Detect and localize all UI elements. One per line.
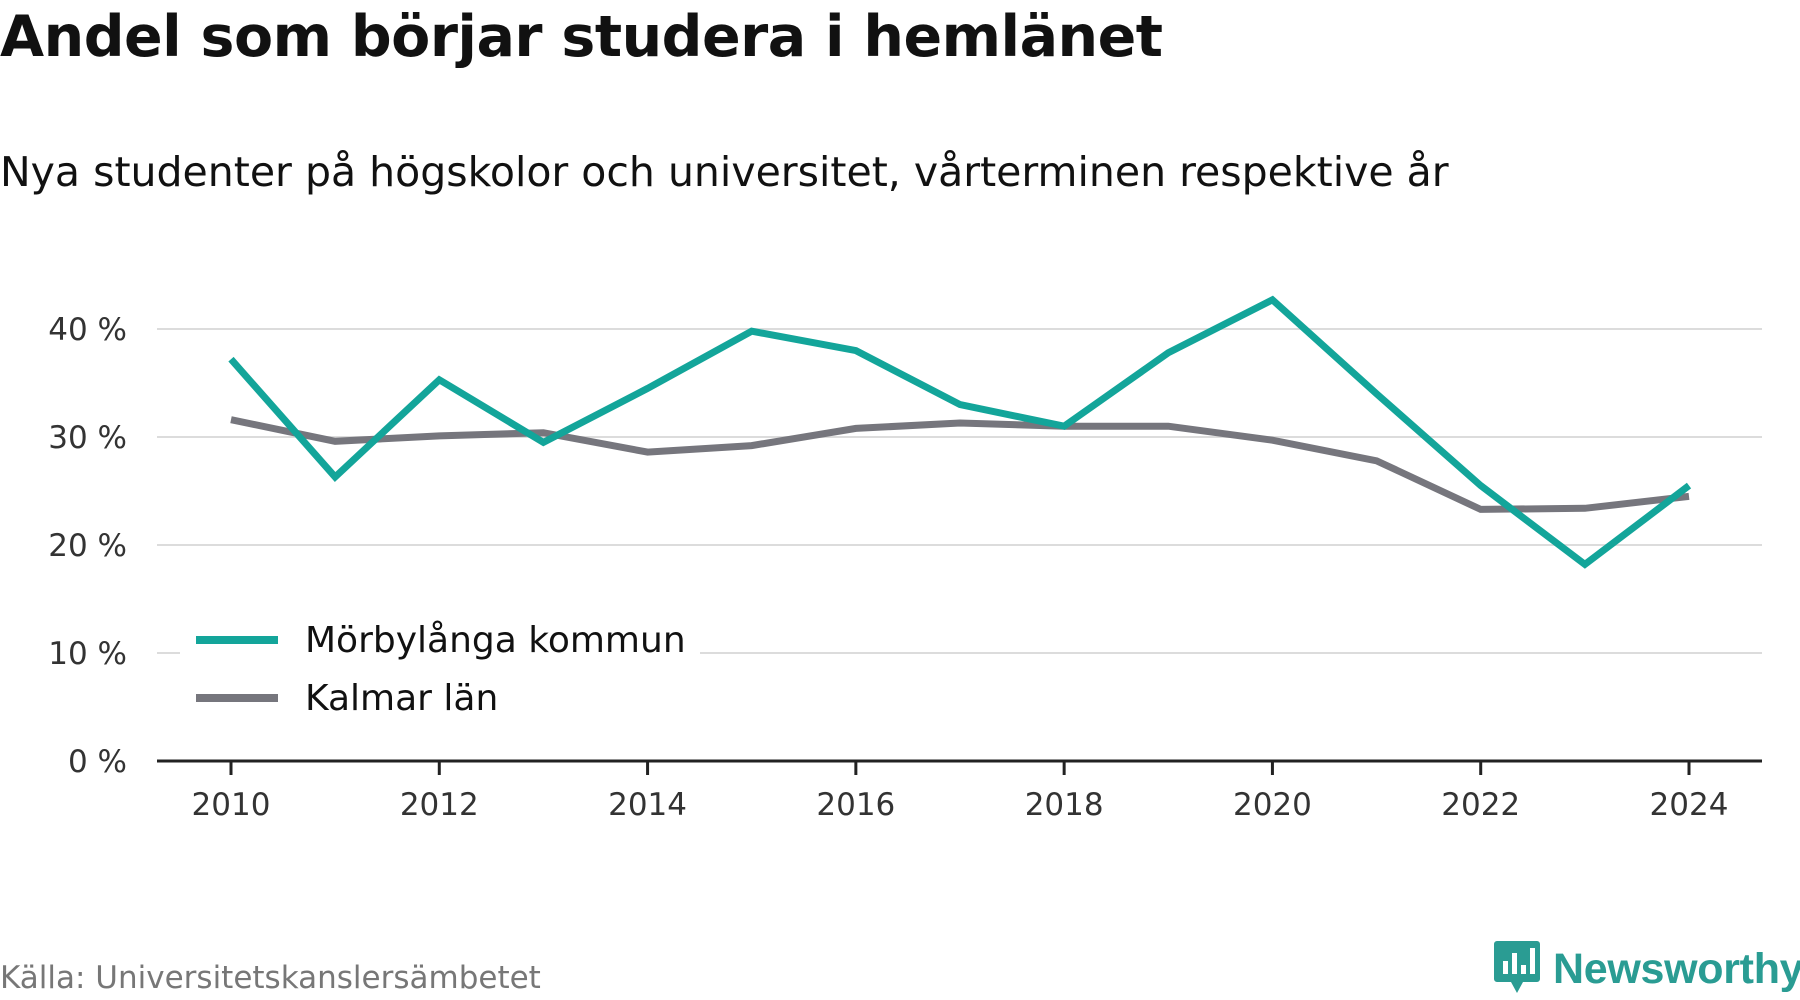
source-note: Källa: Universitetskanslersämbetet <box>0 960 541 996</box>
line-chart: 0 % 10 % 20 % 30 % 40 % Mörbylånga kommun Kal… <box>48 295 1762 823</box>
x-tick-label: 2024 <box>1650 787 1729 823</box>
chart-title: Andel som börjar studera i hemlänet <box>0 4 1163 70</box>
x-tick-label: 2012 <box>400 787 479 823</box>
x-axis: 2010 2012 2014 2016 2018 2020 2022 2024 <box>157 759 1762 823</box>
series-line-m-rbyl-nga-kommun <box>228 295 1692 569</box>
x-tick-label: 2010 <box>192 787 271 823</box>
x-tick-label: 2016 <box>816 787 895 823</box>
x-tick-label: 2014 <box>608 787 687 823</box>
y-tick-label: 10 % <box>48 636 127 672</box>
brand-logo: Newsworthy <box>1493 939 1800 999</box>
y-axis-tick-labels: 0 % 10 % 20 % 30 % 40 % <box>48 312 127 780</box>
y-tick-label: 40 % <box>48 312 127 348</box>
x-tick-label: 2020 <box>1233 787 1312 823</box>
x-tick-label: 2018 <box>1025 787 1104 823</box>
y-tick-label: 0 % <box>68 744 127 780</box>
legend-label: Mörbylånga kommun <box>305 620 686 661</box>
x-tick-label: 2022 <box>1441 787 1520 823</box>
legend: Mörbylånga kommun Kalmar län <box>180 610 700 730</box>
legend-background <box>180 610 700 730</box>
y-tick-label: 20 % <box>48 528 127 564</box>
chart-subtitle: Nya studenter på högskolor och universit… <box>0 148 1449 196</box>
gridlines <box>157 328 1762 654</box>
newsworthy-logo-icon <box>1493 939 1541 999</box>
legend-label: Kalmar län <box>305 678 498 719</box>
brand-name: Newsworthy <box>1553 944 1800 993</box>
series-lines <box>228 295 1692 569</box>
series-line-kalmar-l-n <box>230 416 1690 513</box>
y-tick-label: 30 % <box>48 420 127 456</box>
